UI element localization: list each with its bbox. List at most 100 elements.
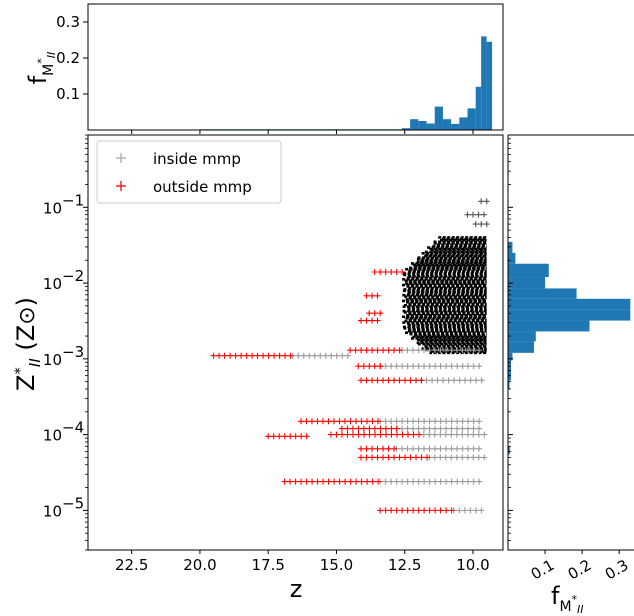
x-tick-label: 12.5 <box>388 556 421 574</box>
outside-mmp-points-point <box>360 425 367 432</box>
inside-mmp-points-point <box>426 445 433 452</box>
inside-mmp-points-point <box>454 445 461 452</box>
inside-mmp-points-point <box>448 454 455 461</box>
outside-mmp-points-point <box>297 418 304 425</box>
inside-mmp-points-point <box>306 352 313 359</box>
outside-mmp-points-point <box>369 377 376 384</box>
inside-mmp-points <box>464 211 488 218</box>
inside-mmp-points-point <box>432 363 439 370</box>
inside-mmp-points-point <box>393 363 400 370</box>
outside-mmp-points-point <box>349 425 356 432</box>
outside-mmp-points-point <box>374 317 381 324</box>
outside-mmp-points-point <box>377 310 384 317</box>
inside-mmp-points-point <box>437 431 444 438</box>
outside-mmp-points-point <box>366 425 373 432</box>
inside-mmp-points-point <box>421 418 428 425</box>
outside-mmp-points-point <box>363 445 370 452</box>
outside-mmp-points-point <box>437 507 444 514</box>
outside-mmp-points <box>363 292 381 299</box>
inside-mmp-points-point <box>448 347 455 354</box>
outside-mmp-points-point <box>374 377 381 384</box>
inside-mmp-points-point <box>339 352 346 359</box>
right-hist-bar <box>508 446 510 455</box>
outside-mmp-points-point <box>364 478 371 485</box>
right-x-axis-title: fM*II <box>551 582 584 616</box>
outside-mmp-points-point <box>363 454 370 461</box>
outside-mmp-points-point <box>413 454 420 461</box>
inside-mmp-points-point <box>473 377 480 384</box>
inside-mmp-points-point <box>399 418 406 425</box>
outside-mmp-points-point <box>413 377 420 384</box>
inside-mmp-points <box>426 454 488 461</box>
inside-mmp-points-point <box>448 425 455 432</box>
inside-mmp-points-point <box>382 363 389 370</box>
top-hist-bar <box>481 36 487 130</box>
right-hist-bar <box>508 360 511 371</box>
inside-mmp-points-point <box>483 221 490 228</box>
outside-mmp-points-point <box>282 352 289 359</box>
inside-mmp-points-point <box>456 377 463 384</box>
outside-mmp-points-point <box>221 352 228 359</box>
outside-mmp-points-point <box>391 454 398 461</box>
outside-mmp-points-point <box>333 431 340 438</box>
outside-mmp-points-point <box>281 433 288 440</box>
inside-mmp-points-point <box>453 454 460 461</box>
inside-mmp-points-point <box>431 431 438 438</box>
outside-mmp-points-point <box>336 418 343 425</box>
outside-mmp-points-point <box>338 425 345 432</box>
inside-mmp-points-point <box>410 363 417 370</box>
outside-mmp-points-point <box>371 431 378 438</box>
outside-mmp-points-point <box>281 478 288 485</box>
x-axis-title: z <box>290 575 303 603</box>
outside-mmp-points-point <box>393 425 400 432</box>
inside-mmp-points-point <box>478 377 485 384</box>
inside-mmp-points-point <box>311 352 318 359</box>
outside-mmp-points-point <box>369 478 376 485</box>
outside-mmp-points-point <box>314 418 321 425</box>
inside-mmp-points-point <box>404 347 411 354</box>
inside-mmp-points-point <box>442 347 449 354</box>
outside-mmp-points-point <box>382 431 389 438</box>
outside-mmp-points-point <box>363 377 370 384</box>
outside-mmp-points-point <box>415 507 422 514</box>
inside-mmp-points-point <box>388 418 395 425</box>
outside-mmp-points-point <box>271 352 278 359</box>
inside-mmp-points-point <box>421 425 428 432</box>
outside-mmp-points-point <box>369 454 376 461</box>
outside-mmp-points-point <box>366 363 373 370</box>
inside-mmp-points-point <box>470 454 477 461</box>
inside-mmp-points-point <box>415 363 422 370</box>
outside-mmp-points-point <box>292 478 299 485</box>
inside-mmp-points-point <box>476 418 483 425</box>
outside-mmp-points <box>377 507 455 514</box>
inside-mmp-points-point <box>333 352 340 359</box>
inside-mmp-points-point <box>415 425 422 432</box>
outside-mmp-points-point <box>382 269 389 275</box>
inside-mmp-points-point <box>475 431 482 438</box>
outside-mmp-points <box>210 352 294 359</box>
outside-mmp-points-point <box>396 347 403 354</box>
inside-mmp-points-point <box>415 347 422 354</box>
outside-mmp-points-point <box>399 269 406 275</box>
inside-mmp-points-point <box>421 478 428 485</box>
right-hist-bar <box>508 263 549 278</box>
top-y-tick-label: 0.2 <box>56 49 80 67</box>
outside-mmp-points <box>265 433 310 440</box>
inside-mmp-points-point <box>478 221 485 228</box>
inside-mmp-points-point <box>410 478 417 485</box>
inside-mmp-points-point <box>470 211 477 218</box>
outside-mmp-points-point <box>309 478 316 485</box>
outside-mmp-points-point <box>388 431 395 438</box>
inside-mmp-points-point <box>399 363 406 370</box>
legend-label-inside: inside mmp <box>153 150 241 168</box>
inside-mmp-points-point <box>300 352 307 359</box>
inside-mmp-points-point <box>454 363 461 370</box>
inside-mmp-points-point <box>459 418 466 425</box>
inside-mmp-points-point <box>393 418 400 425</box>
outside-mmp-points-point <box>418 454 425 461</box>
inside-mmp-points-point <box>478 507 485 514</box>
inside-mmp-points-point <box>415 445 422 452</box>
inside-mmp-points-point <box>476 363 483 370</box>
right-hist-bar <box>508 352 513 361</box>
